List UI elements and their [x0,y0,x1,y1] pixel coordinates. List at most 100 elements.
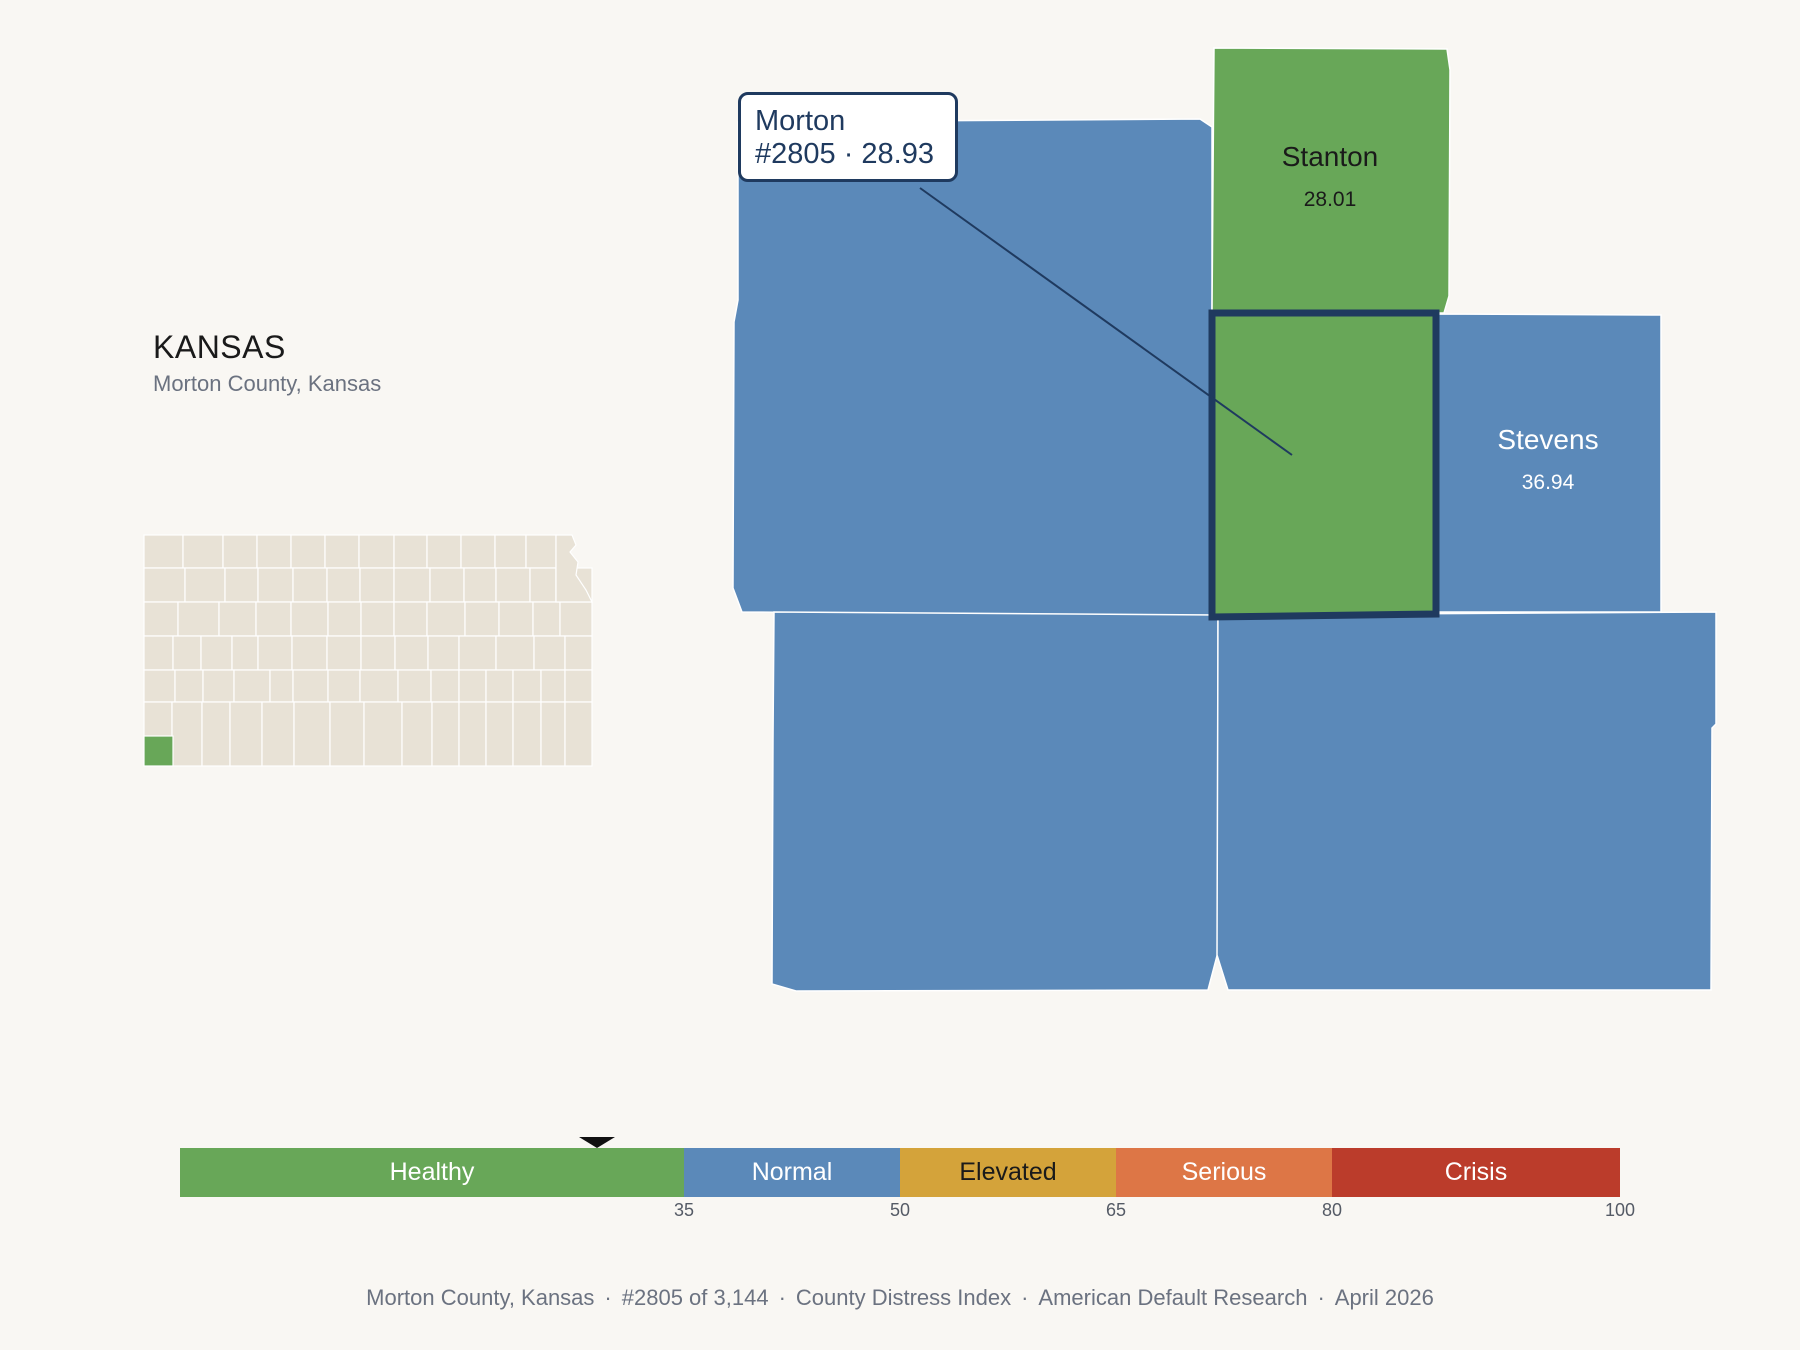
inset-county [326,567,361,603]
inset-county [512,701,542,767]
inset-county [172,635,202,671]
county-tooltip: Morton #2805 · 28.93 [738,92,958,182]
tooltip-county-name: Morton [755,105,846,137]
inset-county [324,534,360,569]
inset-county [290,534,326,569]
inset-county [564,701,593,767]
inset-county [564,635,593,671]
inset-county [532,601,561,637]
inset-county [394,635,429,671]
legend-band-healthy: Healthy [180,1148,684,1197]
inset-county [292,567,328,603]
inset-county [261,701,295,767]
inset-county [494,534,527,569]
inset-county [460,534,496,569]
inset-county [427,635,460,671]
inset-county [498,601,534,637]
inset-county [495,635,535,671]
inset-county [458,635,497,671]
inset-county [463,567,497,603]
inset-county [200,635,233,671]
inset-county [143,635,174,671]
inset-county [256,534,292,569]
inset-county [143,567,186,603]
inset-county [174,669,204,703]
inset-county [358,534,395,569]
footer-item: American Default Research [1038,1285,1308,1310]
kansas-inset-map [143,534,593,767]
inset-county [255,601,292,637]
county-morton[interactable] [1208,309,1440,621]
inset-county [426,534,462,569]
county-south-right[interactable] [1216,611,1717,991]
inset-county [257,567,294,603]
inset-county [401,701,433,767]
county-south-left[interactable] [771,611,1219,992]
inset-county [359,567,395,603]
inset-county [429,567,465,603]
inset-county [540,669,566,703]
inset-county [229,701,263,767]
inset-county [291,635,328,671]
inset-county [512,669,542,703]
inset-county [559,601,593,637]
inset-county [143,601,179,637]
county-stanton[interactable] [1211,47,1451,314]
inset-county [431,701,460,767]
inset-county [222,534,258,569]
inset-county [327,601,362,637]
inset-county [233,669,271,703]
inset-county [202,669,235,703]
footer-item: County Distress Index [795,1285,1012,1310]
inset-county [143,534,184,569]
legend-tick: 35 [673,1200,695,1220]
inset-county [269,669,294,703]
inset-county [564,669,593,703]
county-stevens[interactable] [1435,313,1662,613]
inset-county [458,701,487,767]
county-label-stanton: Stanton [1282,141,1379,172]
county-value-stanton: 28.01 [1304,188,1357,211]
tooltip-rank-score: #2805 · 28.93 [755,138,934,170]
inset-county [397,669,432,703]
footer-item: April 2026 [1334,1285,1434,1310]
inset-county [495,567,531,603]
inset-county [525,534,557,569]
inset-county [485,669,514,703]
inset-county [393,567,431,603]
inset-county [360,635,396,671]
inset-county [177,601,220,637]
inset-county [326,635,362,671]
inset-county [184,567,226,603]
footer-credits: Morton County, Kansas · #2805 of 3,144 · Cou… [366,1285,1434,1310]
distress-legend: Healthy Normal Elevated Serious Crisis 3… [180,1148,1635,1220]
inset-county [458,669,487,703]
inset-county [359,669,399,703]
inset-county [182,534,224,569]
inset-county [529,567,557,603]
county-northwest[interactable] [732,118,1213,617]
inset-county [290,601,329,637]
inset-county [143,669,176,703]
inset-county [363,701,403,767]
county-label-stevens: Stevens [1497,424,1598,455]
inset-county [329,701,365,767]
inset-county [257,635,293,671]
inset-county [555,534,593,603]
inset-county [393,534,428,569]
inset-county [224,567,259,603]
legend-band-serious: Serious [1116,1148,1332,1197]
inset-county [293,701,331,767]
inset-county [231,635,259,671]
legend-tick: 80 [1321,1200,1343,1220]
inset-county [426,601,466,637]
footer-item: Morton County, Kansas [366,1285,595,1310]
legend-tick: 65 [1105,1200,1127,1220]
footer-item: #2805 of 3,144 [621,1285,769,1310]
inset-county-morton [143,735,174,767]
inset-county [393,601,428,637]
inset-county [540,701,566,767]
legend-marker-icon [578,1137,615,1148]
inset-county [292,669,329,703]
